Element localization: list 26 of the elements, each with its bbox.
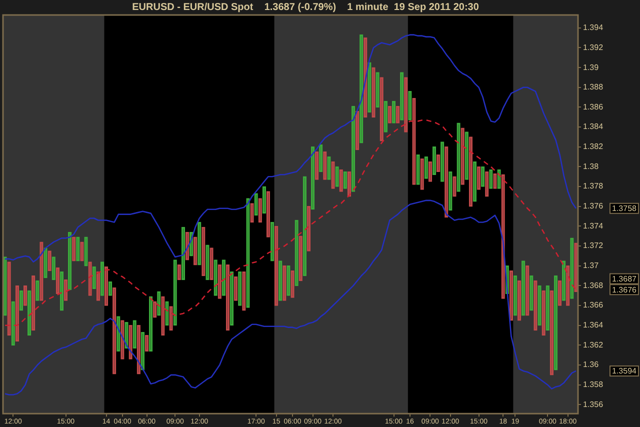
text: 1.3594	[612, 366, 638, 376]
y-tick-label: 1.374	[583, 221, 604, 230]
y-tick-label: 1.36	[583, 360, 600, 370]
y-tick-label: 1.384	[583, 122, 604, 132]
y-tick-label: 1.372	[583, 241, 604, 250]
text: 1.3676	[612, 285, 638, 294]
text: 1.3687	[612, 274, 638, 284]
chart-title: EURUSD - EUR/USD Spot 1.3687 (-0.79%) 1 minute 19 Sep 2011 20:30	[132, 2, 480, 13]
y-tick-label: 1.376	[583, 202, 604, 211]
y-tick-label: 1.39	[583, 62, 600, 72]
y-tick-label: 1.364	[583, 320, 604, 330]
y-tick-label: 1.378	[583, 182, 604, 191]
y-tick-label: 1.394	[583, 23, 604, 32]
text: 1.3758	[612, 204, 638, 214]
y-tick-label: 1.362	[583, 340, 604, 350]
y-tick-label: 1.388	[583, 82, 604, 92]
y-tick-label: 1.368	[583, 280, 604, 290]
line-series	[4, 119, 577, 326]
y-tick-label: 1.358	[583, 380, 604, 390]
y-tick-label: 1.392	[583, 42, 604, 52]
y-tick-label: 1.366	[583, 300, 604, 310]
y-tick-label: 1.38	[583, 162, 600, 171]
y-tick-label: 1.386	[583, 102, 604, 112]
y-tick-label: 1.37	[583, 261, 600, 270]
y-tick-label: 1.382	[583, 142, 604, 152]
y-tick-label: 1.356	[583, 400, 604, 409]
